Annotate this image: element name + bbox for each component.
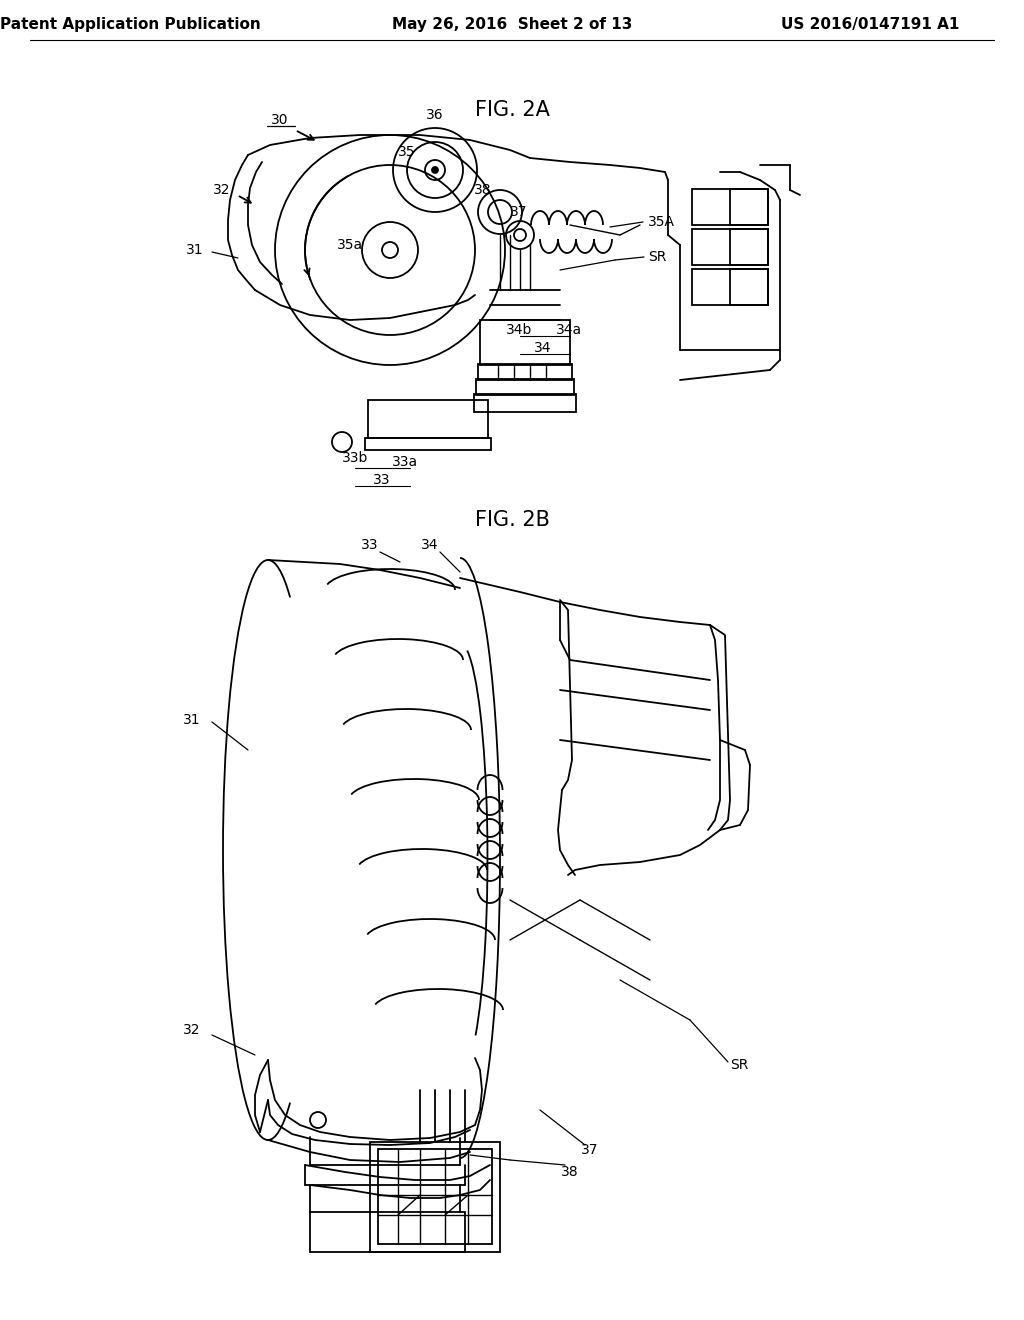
Text: 35: 35	[398, 145, 416, 158]
Text: 31: 31	[186, 243, 204, 257]
Circle shape	[432, 168, 438, 173]
Text: SR: SR	[730, 1059, 749, 1072]
Text: 31: 31	[183, 713, 201, 727]
Text: SR: SR	[648, 249, 667, 264]
Text: 32: 32	[183, 1023, 201, 1038]
Text: 30: 30	[271, 114, 289, 127]
Text: 38: 38	[561, 1166, 579, 1179]
Text: US 2016/0147191 A1: US 2016/0147191 A1	[781, 17, 959, 33]
Text: 33: 33	[361, 539, 379, 552]
Text: 34: 34	[421, 539, 438, 552]
Text: 37: 37	[510, 205, 527, 219]
Bar	[365, 438, 490, 450]
Bar	[730, 189, 768, 224]
Bar	[730, 269, 768, 305]
Text: 32: 32	[213, 183, 230, 197]
Text: 33b: 33b	[342, 451, 368, 465]
Bar	[480, 319, 570, 366]
Text: FIG. 2A: FIG. 2A	[474, 100, 550, 120]
Bar	[478, 364, 572, 380]
Bar	[730, 228, 768, 265]
Bar	[474, 393, 575, 412]
Bar	[476, 379, 574, 395]
Text: FIG. 2B: FIG. 2B	[474, 510, 550, 531]
Text: 33a: 33a	[392, 455, 418, 469]
Text: Patent Application Publication: Patent Application Publication	[0, 17, 260, 33]
Bar	[368, 400, 488, 438]
Bar	[692, 189, 768, 224]
Text: May 26, 2016  Sheet 2 of 13: May 26, 2016 Sheet 2 of 13	[392, 17, 632, 33]
Text: 35A: 35A	[648, 215, 675, 228]
Text: 34a: 34a	[556, 323, 582, 337]
Bar	[692, 269, 768, 305]
Text: 38: 38	[474, 183, 492, 197]
Text: 37: 37	[582, 1143, 599, 1158]
Bar	[692, 228, 768, 265]
Bar	[370, 1142, 500, 1251]
Text: 34: 34	[535, 341, 552, 355]
Text: 33: 33	[374, 473, 391, 487]
Text: 35a: 35a	[337, 238, 364, 252]
Text: 34b: 34b	[506, 323, 532, 337]
Text: 36: 36	[426, 108, 443, 121]
Bar	[378, 1148, 492, 1243]
Bar	[310, 1212, 465, 1251]
